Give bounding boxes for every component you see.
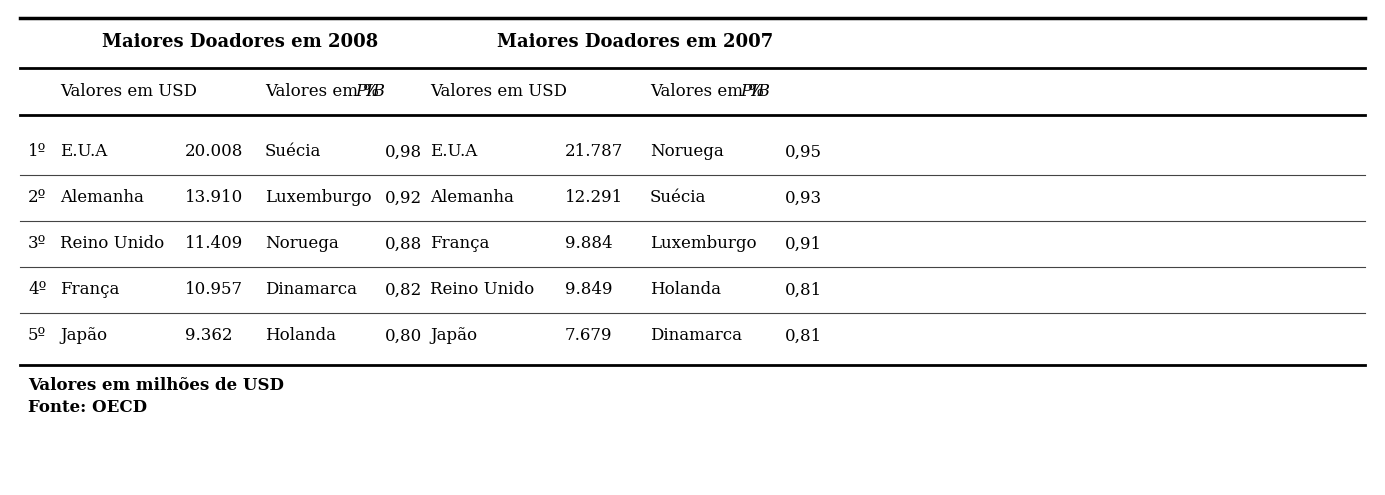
Text: Suécia: Suécia <box>265 144 321 160</box>
Text: 0,95: 0,95 <box>785 144 823 160</box>
Text: 20.008: 20.008 <box>186 144 244 160</box>
Text: 4º: 4º <box>28 282 46 298</box>
Text: 21.787: 21.787 <box>565 144 623 160</box>
Text: Fonte: OECD: Fonte: OECD <box>28 399 147 416</box>
Text: Reino Unido: Reino Unido <box>60 236 165 252</box>
Text: Valores em milhões de USD: Valores em milhões de USD <box>28 377 284 394</box>
Text: 7.679: 7.679 <box>565 328 612 345</box>
Text: 9.884: 9.884 <box>565 236 612 252</box>
Text: Holanda: Holanda <box>650 282 722 298</box>
Text: 11.409: 11.409 <box>186 236 244 252</box>
Text: Japão: Japão <box>60 328 107 345</box>
Text: 1º: 1º <box>28 144 46 160</box>
Text: PIB: PIB <box>355 84 385 100</box>
Text: 0,81: 0,81 <box>785 282 823 298</box>
Text: PIB: PIB <box>740 84 770 100</box>
Text: Noruega: Noruega <box>265 236 339 252</box>
Text: 0,80: 0,80 <box>385 328 422 345</box>
Text: Valores em %: Valores em % <box>650 84 769 100</box>
Text: 13.910: 13.910 <box>186 190 244 206</box>
Text: 0,82: 0,82 <box>385 282 422 298</box>
Text: Valores em %: Valores em % <box>265 84 384 100</box>
Text: Alemanha: Alemanha <box>429 190 514 206</box>
Text: Luxemburgo: Luxemburgo <box>265 190 371 206</box>
Text: E.U.A: E.U.A <box>60 144 107 160</box>
Text: 0,92: 0,92 <box>385 190 422 206</box>
Text: Holanda: Holanda <box>265 328 337 345</box>
Text: Maiores Doadores em 2008: Maiores Doadores em 2008 <box>102 33 378 51</box>
Text: 2º: 2º <box>28 190 46 206</box>
Text: 9.849: 9.849 <box>565 282 612 298</box>
Text: Dinamarca: Dinamarca <box>265 282 357 298</box>
Text: Valores em USD: Valores em USD <box>429 84 566 100</box>
Text: 0,81: 0,81 <box>785 328 823 345</box>
Text: 10.957: 10.957 <box>186 282 244 298</box>
Text: 0,93: 0,93 <box>785 190 823 206</box>
Text: Valores em USD: Valores em USD <box>60 84 197 100</box>
Text: E.U.A: E.U.A <box>429 144 478 160</box>
Text: Dinamarca: Dinamarca <box>650 328 742 345</box>
Text: Noruega: Noruega <box>650 144 724 160</box>
Text: Japão: Japão <box>429 328 476 345</box>
Text: França: França <box>429 236 489 252</box>
Text: 0,91: 0,91 <box>785 236 823 252</box>
Text: 0,88: 0,88 <box>385 236 422 252</box>
Text: Reino Unido: Reino Unido <box>429 282 535 298</box>
Text: 3º: 3º <box>28 236 46 252</box>
Text: 9.362: 9.362 <box>186 328 233 345</box>
Text: Luxemburgo: Luxemburgo <box>650 236 756 252</box>
Text: Maiores Doadores em 2007: Maiores Doadores em 2007 <box>497 33 773 51</box>
Text: 0,98: 0,98 <box>385 144 422 160</box>
Text: Suécia: Suécia <box>650 190 706 206</box>
Text: França: França <box>60 282 119 298</box>
Text: Alemanha: Alemanha <box>60 190 144 206</box>
Text: 12.291: 12.291 <box>565 190 623 206</box>
Text: 5º: 5º <box>28 328 46 345</box>
